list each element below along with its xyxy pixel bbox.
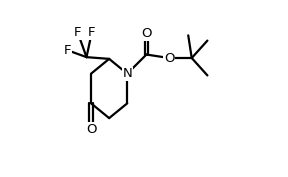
Text: O: O — [86, 123, 96, 136]
Text: O: O — [141, 27, 152, 40]
Text: F: F — [64, 44, 71, 57]
Text: F: F — [88, 26, 96, 39]
Text: O: O — [164, 52, 174, 64]
Text: N: N — [122, 67, 132, 80]
Text: F: F — [74, 26, 82, 39]
